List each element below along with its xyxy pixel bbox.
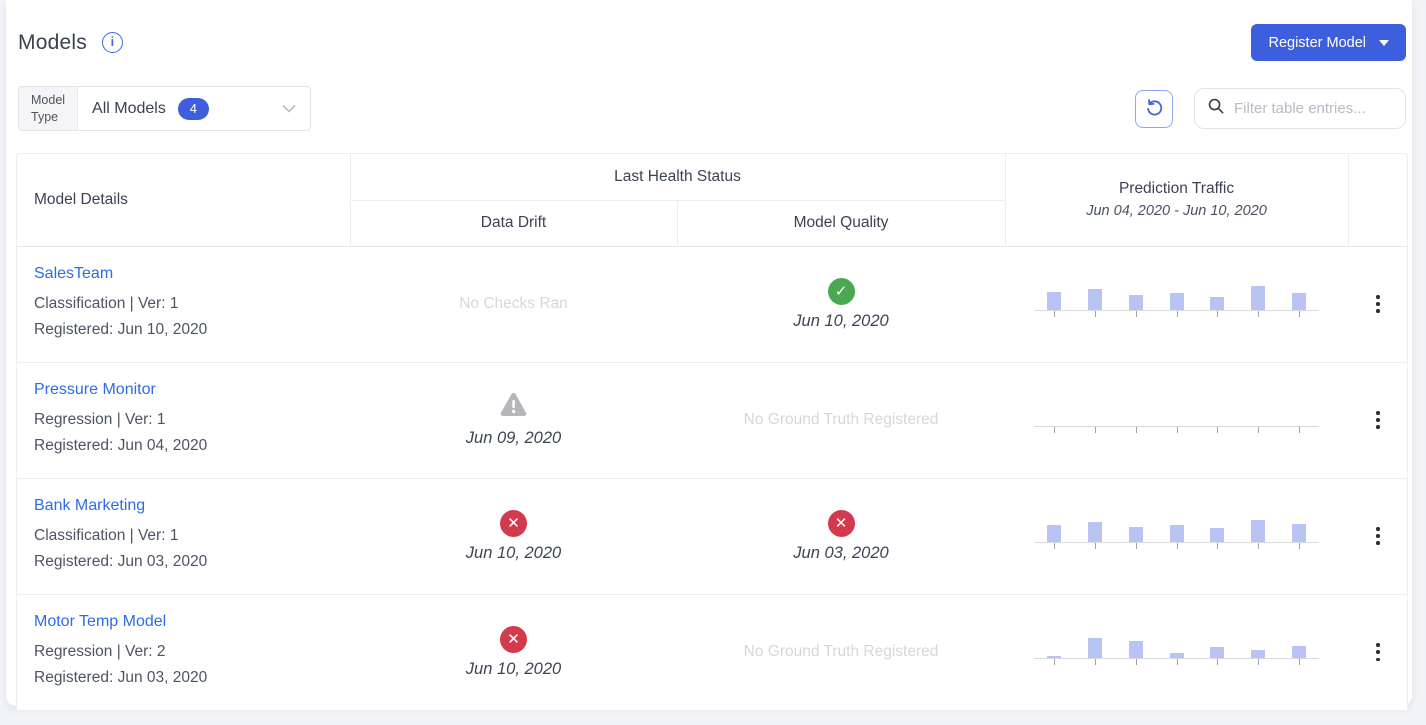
model-registered-date: Registered: Jun 03, 2020: [34, 553, 208, 570]
model-quality-status: ✓ Jun 10, 2020: [677, 277, 1005, 331]
fail-x-icon: ✕: [500, 625, 527, 653]
main-panel: Models i Register Model Model Type All M…: [6, 0, 1412, 711]
fail-x-icon: ✕: [827, 509, 855, 537]
prediction-traffic-sparkline: [1034, 621, 1320, 683]
model-type-version: Classification | Ver: 1: [34, 295, 179, 312]
model-link[interactable]: Bank Marketing: [34, 497, 146, 514]
model-registered-date: Registered: Jun 10, 2020: [34, 321, 208, 338]
prediction-traffic-sparkline: [1034, 389, 1320, 451]
model-type-version: Regression | Ver: 2: [34, 643, 166, 661]
chevron-down-icon: [282, 104, 296, 113]
data-drift-status: Jun 09, 2020: [350, 392, 677, 448]
search-input[interactable]: [1234, 100, 1393, 117]
table-row: Motor Temp Model Regression | Ver: 2 Reg…: [17, 594, 1409, 710]
prediction-traffic-title: Prediction Traffic: [1118, 180, 1235, 198]
page-header: Models i Register Model: [16, 0, 1408, 61]
register-model-label: Register Model: [1268, 34, 1366, 51]
prediction-traffic-sparkline: [1034, 505, 1320, 567]
fail-x-icon: ✕: [500, 509, 527, 537]
table-row: Pressure Monitor Regression | Ver: 1 Reg…: [17, 362, 1409, 478]
column-header-data-drift: Data Drift: [350, 200, 678, 246]
model-type-version: Classification | Ver: 1: [34, 527, 179, 544]
dropdown-caret-icon: [1379, 39, 1389, 46]
table-row: SalesTeam Classification | Ver: 1 Regist…: [17, 246, 1408, 362]
model-count-badge: 4: [177, 97, 209, 120]
refresh-icon: [1145, 98, 1164, 120]
page-title: Models: [18, 30, 87, 54]
data-drift-status: No Checks Ran: [459, 295, 568, 312]
model-quality-status: No Ground Truth Registered: [743, 411, 939, 428]
register-model-button[interactable]: Register Model: [1251, 24, 1406, 61]
model-link[interactable]: Pressure Monitor: [34, 381, 156, 398]
models-table: Model Details Last Health Status Predict…: [16, 153, 1409, 711]
column-header-last-health-status: Last Health Status: [350, 154, 1006, 201]
model-type-version: Regression | Ver: 1: [34, 411, 166, 428]
model-quality-date: Jun 10, 2020: [793, 311, 889, 330]
kebab-menu-icon[interactable]: [1363, 632, 1393, 672]
column-header-model-quality: Model Quality: [793, 214, 889, 231]
prediction-traffic-date-range: Jun 04, 2020 - Jun 10, 2020: [1086, 203, 1267, 220]
data-drift-date: Jun 10, 2020: [465, 659, 562, 678]
table-row: Bank Marketing Classification | Ver: 1 R…: [17, 478, 1409, 594]
model-type-value: All Models: [92, 99, 166, 117]
model-quality-status: No Ground Truth Registered: [743, 643, 939, 661]
column-header-prediction-traffic: Prediction Traffic Jun 04, 2020 - Jun 10…: [1004, 154, 1349, 246]
prediction-traffic-sparkline: [1034, 273, 1320, 335]
column-header-actions: [1347, 154, 1409, 246]
data-drift-status: ✕ Jun 10, 2020: [350, 625, 677, 679]
model-link[interactable]: Motor Temp Model: [34, 613, 167, 631]
refresh-button[interactable]: [1135, 89, 1173, 128]
model-link[interactable]: SalesTeam: [34, 265, 114, 282]
model-type-dropdown[interactable]: Model Type All Models 4: [18, 86, 311, 131]
kebab-menu-icon[interactable]: [1363, 516, 1393, 556]
model-registered-date: Registered: Jun 04, 2020: [34, 437, 208, 454]
column-header-model-details: Model Details: [17, 154, 351, 246]
data-drift-status: ✕ Jun 10, 2020: [350, 509, 677, 563]
search-icon: [1207, 97, 1225, 120]
info-icon[interactable]: i: [101, 32, 123, 53]
pass-check-icon: ✓: [827, 277, 855, 305]
model-type-label: Model Type: [19, 87, 79, 130]
model-registered-date: Registered: Jun 03, 2020: [34, 669, 208, 687]
table-filter-search: [1194, 88, 1406, 129]
model-quality-status: ✕ Jun 03, 2020: [677, 509, 1005, 563]
data-drift-date: Jun 10, 2020: [465, 543, 562, 562]
warning-triangle-icon: [500, 392, 527, 417]
kebab-menu-icon[interactable]: [1363, 400, 1393, 440]
kebab-menu-icon[interactable]: [1363, 284, 1393, 324]
model-quality-date: Jun 03, 2020: [793, 543, 889, 562]
filter-bar: Model Type All Models 4: [16, 86, 1408, 131]
data-drift-date: Jun 09, 2020: [465, 429, 562, 447]
